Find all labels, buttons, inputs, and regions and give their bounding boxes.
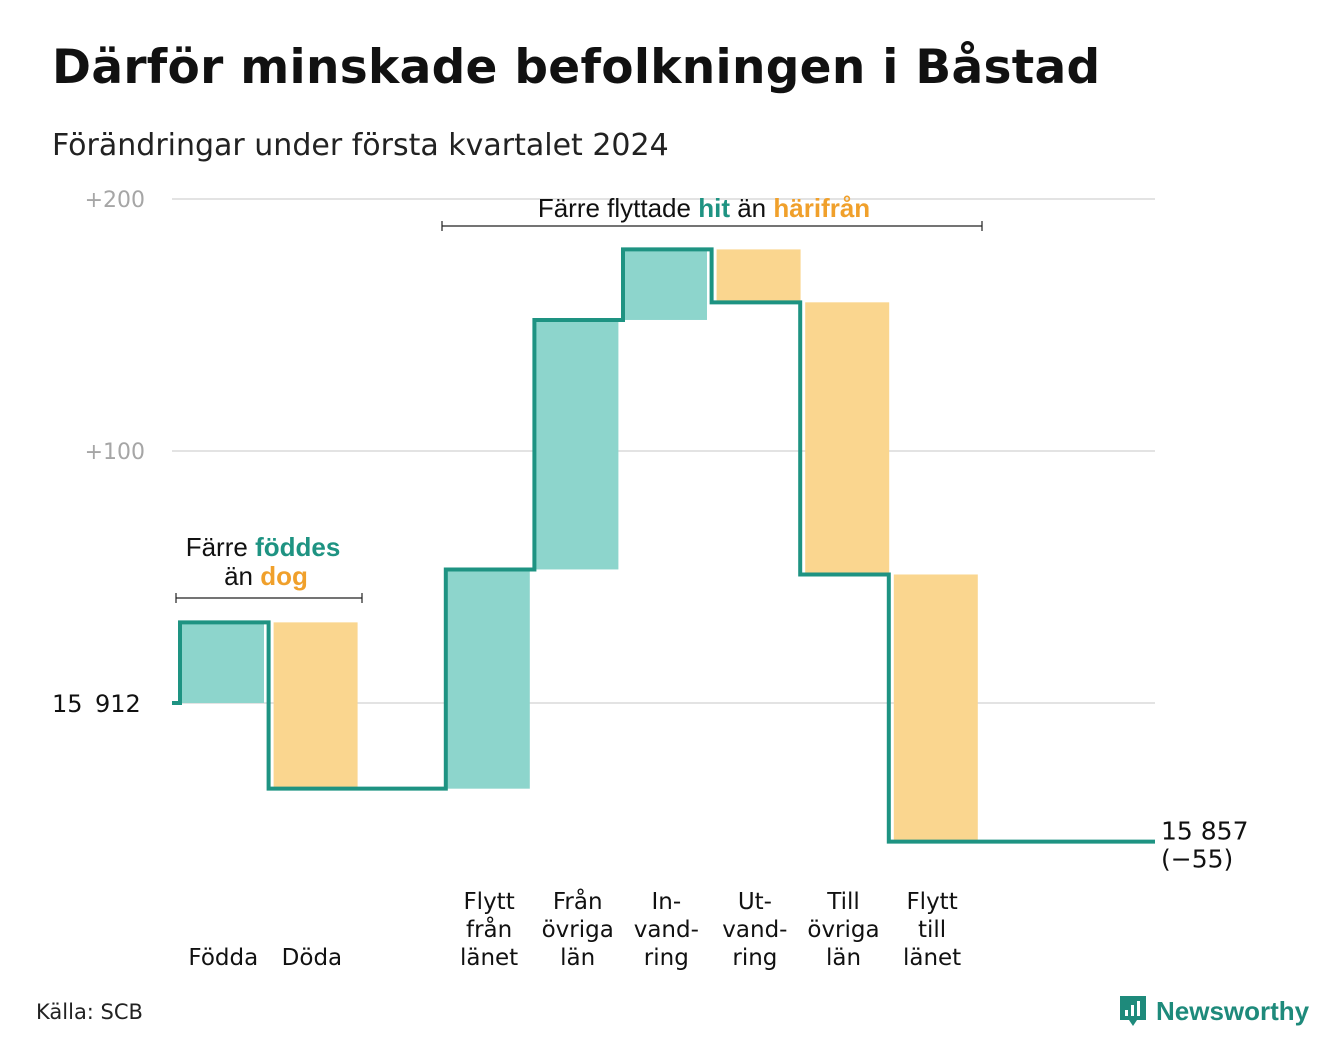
category-label: övriga <box>807 917 879 943</box>
brand-name: Newsworthy <box>1156 995 1310 1026</box>
category-label: Från <box>553 887 603 915</box>
category-label: länet <box>903 945 961 971</box>
bar-outflow <box>805 302 890 575</box>
category-label: från <box>466 915 512 943</box>
baseline-label: 15 912 <box>52 690 141 718</box>
bar-inflow <box>623 249 707 320</box>
category-label: Ut- <box>738 889 772 915</box>
bar-inflow <box>180 622 264 703</box>
annotation-migration: Färre flyttade hit än härifrån <box>538 193 870 223</box>
bar-inflow <box>445 569 530 789</box>
category-label: övriga <box>542 917 614 943</box>
category-label: ring <box>732 945 777 971</box>
category-label: Döda <box>282 945 342 971</box>
category-label: Födda <box>188 945 258 971</box>
chart-subtitle: Förändringar under första kvartalet 2024 <box>52 128 669 163</box>
step-line <box>172 247 1155 844</box>
category-label: ring <box>644 945 689 971</box>
category-label: Flytt <box>463 889 514 915</box>
category-label: län <box>560 945 595 971</box>
chart-title: Därför minskade befolkningen i Båstad <box>52 40 1101 95</box>
bar-outflow <box>893 574 978 842</box>
category-label: vand- <box>722 917 787 943</box>
y-tick-label: +200 <box>85 188 145 213</box>
category-label: vand- <box>634 917 699 943</box>
category-label: Till <box>826 889 860 915</box>
bar-outflow <box>716 249 801 303</box>
annotation-migration-bracket <box>441 221 983 231</box>
bar-outflow <box>273 622 358 789</box>
category-label: länet <box>460 945 518 971</box>
newsworthy-logo-icon <box>1120 996 1146 1026</box>
annotation-births-deaths-line2: än dog <box>224 561 308 591</box>
annotation-births-deaths-bracket <box>175 593 363 603</box>
source-note: Källa: SCB <box>36 1000 143 1024</box>
change-label: (−55) <box>1161 845 1233 874</box>
category-label: In- <box>651 889 681 915</box>
category-label: län <box>826 945 861 971</box>
brand-logo[interactable]: Newsworthy <box>1118 994 1309 1028</box>
y-tick-label: +100 <box>85 440 145 465</box>
category-label: till <box>918 917 946 943</box>
end-value-label: 15 857 <box>1161 817 1248 846</box>
category-label: Flytt <box>906 889 957 915</box>
annotation-births-deaths-line1: Färre föddes <box>186 532 341 562</box>
bar-inflow <box>534 319 619 570</box>
